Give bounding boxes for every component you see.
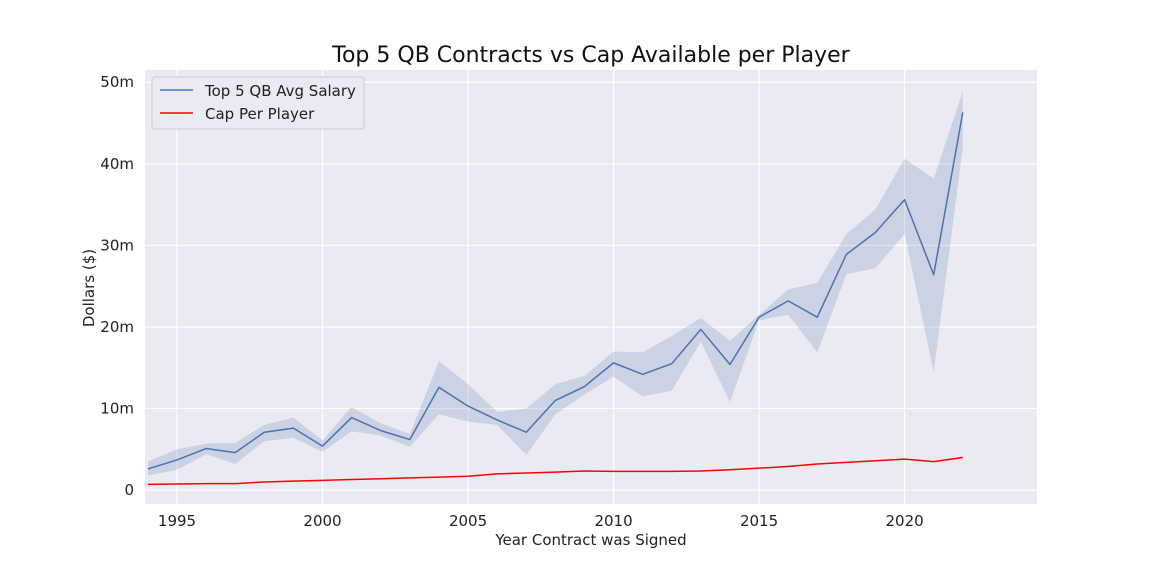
y-tick-label: 20m [100,318,134,336]
legend-box [151,76,365,130]
grid-lines [145,70,1037,504]
x-axis-label: Year Contract was Signed [494,531,686,549]
confidence-band-0 [147,91,963,476]
y-tick-label: 50m [100,73,134,91]
y-tick-label: 30m [100,236,134,254]
x-tick-label: 2005 [449,512,487,530]
legend-label-qb-salary: Top 5 QB Avg Salary [204,82,356,100]
y-tick-label: 0 [124,481,134,499]
x-tick-label: 2010 [594,512,632,530]
series-line-1 [147,456,963,486]
chart-title: Top 5 QB Contracts vs Cap Available per … [331,43,850,68]
y-axis-ticks: 0 10m 20m 30m 40m 50m [100,73,134,499]
series-line-0 [147,112,964,470]
y-tick-label: 40m [100,155,134,173]
legend: Top 5 QB Avg Salary Cap Per Player [151,76,365,130]
x-axis-ticks: 1995 2000 2005 2010 2015 2020 [158,512,924,530]
x-tick-label: 1995 [158,512,196,530]
confidence-bands [147,91,963,476]
x-tick-label: 2020 [885,512,923,530]
plot-background [145,70,1037,504]
x-tick-label: 2000 [303,512,341,530]
y-tick-label: 10m [100,400,134,418]
legend-label-cap-per-player: Cap Per Player [205,105,315,123]
series-lines [147,112,964,486]
x-tick-label: 2015 [740,512,778,530]
y-axis-label: Dollars ($) [80,249,98,327]
